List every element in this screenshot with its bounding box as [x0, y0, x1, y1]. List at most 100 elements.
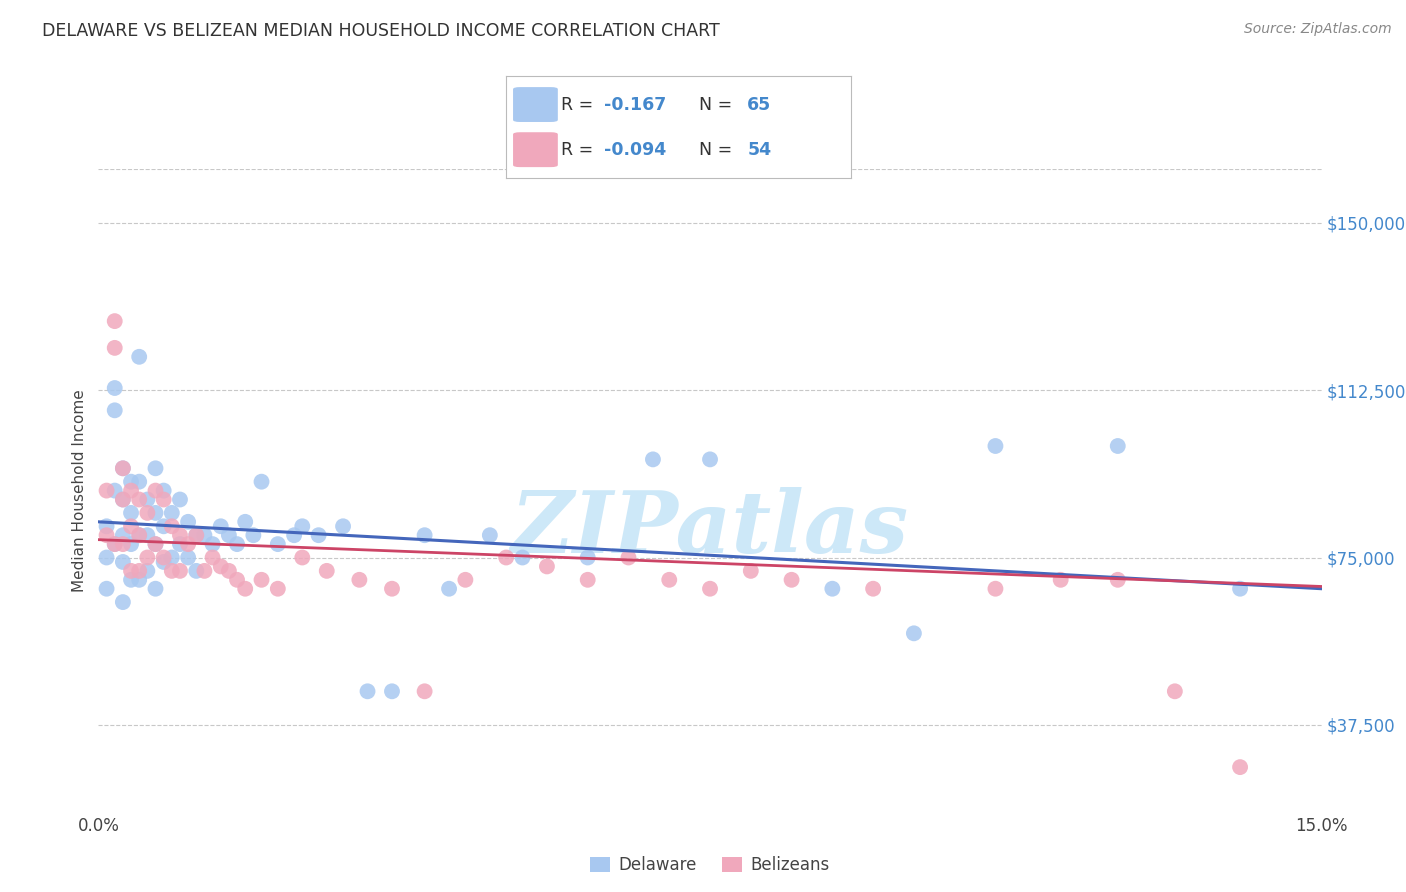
Point: [381, 582, 404, 596]
Point: [111, 461, 134, 475]
Text: R =: R =: [561, 95, 599, 113]
Point: [152, 483, 174, 498]
Point: [96, 519, 118, 533]
Point: [308, 528, 330, 542]
Point: [250, 573, 273, 587]
FancyBboxPatch shape: [513, 132, 558, 167]
Point: [218, 564, 240, 578]
Point: [903, 626, 925, 640]
Point: [160, 564, 183, 578]
Point: [226, 537, 249, 551]
Point: [315, 564, 337, 578]
Point: [160, 519, 183, 533]
Point: [128, 350, 150, 364]
Point: [177, 537, 200, 551]
Point: [356, 684, 378, 698]
Point: [104, 314, 127, 328]
Legend: Delaware, Belizeans: Delaware, Belizeans: [583, 849, 837, 880]
Text: 65: 65: [748, 95, 772, 113]
Point: [267, 537, 290, 551]
Point: [111, 461, 134, 475]
Point: [283, 528, 305, 542]
Point: [209, 519, 232, 533]
Point: [169, 564, 191, 578]
Point: [104, 537, 127, 551]
Point: [145, 506, 167, 520]
Text: N =: N =: [699, 141, 738, 159]
Point: [862, 582, 884, 596]
Point: [201, 550, 224, 565]
Point: [120, 506, 142, 520]
Point: [1049, 573, 1071, 587]
Point: [226, 573, 249, 587]
Point: [120, 573, 142, 587]
Point: [96, 582, 118, 596]
Point: [128, 573, 150, 587]
Point: [381, 684, 404, 698]
Point: [120, 519, 142, 533]
Point: [413, 528, 436, 542]
Point: [145, 537, 167, 551]
Point: [152, 492, 174, 507]
Point: [128, 492, 150, 507]
Point: [641, 452, 664, 467]
Point: [111, 528, 134, 542]
Point: [536, 559, 558, 574]
Point: [111, 595, 134, 609]
Point: [186, 528, 208, 542]
Point: [145, 483, 167, 498]
Point: [512, 550, 534, 565]
Point: [291, 519, 314, 533]
Point: [136, 506, 159, 520]
Point: [437, 582, 460, 596]
Point: [821, 582, 844, 596]
Point: [267, 582, 290, 596]
Point: [218, 528, 240, 542]
Point: [413, 684, 436, 698]
FancyBboxPatch shape: [513, 87, 558, 122]
Text: ZIPatlas: ZIPatlas: [510, 487, 910, 571]
Point: [1164, 684, 1187, 698]
Point: [152, 550, 174, 565]
Point: [169, 537, 191, 551]
Point: [201, 537, 224, 551]
Point: [233, 582, 256, 596]
Point: [104, 341, 127, 355]
Point: [186, 564, 208, 578]
Point: [177, 550, 200, 565]
Point: [145, 537, 167, 551]
Text: N =: N =: [699, 95, 738, 113]
Text: R =: R =: [561, 141, 599, 159]
Point: [120, 537, 142, 551]
Point: [160, 550, 183, 565]
Point: [576, 550, 599, 565]
Point: [193, 564, 215, 578]
Point: [104, 537, 127, 551]
Point: [111, 492, 134, 507]
Point: [152, 555, 174, 569]
Point: [1229, 582, 1251, 596]
Point: [111, 537, 134, 551]
Point: [193, 528, 215, 542]
Point: [984, 439, 1007, 453]
Text: 54: 54: [748, 141, 772, 159]
Point: [576, 573, 599, 587]
Point: [250, 475, 273, 489]
Point: [617, 550, 640, 565]
Point: [111, 492, 134, 507]
Y-axis label: Median Household Income: Median Household Income: [72, 389, 87, 592]
Point: [104, 403, 127, 417]
Text: Source: ZipAtlas.com: Source: ZipAtlas.com: [1244, 22, 1392, 37]
Point: [96, 483, 118, 498]
Point: [145, 461, 167, 475]
Point: [152, 519, 174, 533]
Point: [120, 483, 142, 498]
Point: [169, 492, 191, 507]
Point: [136, 528, 159, 542]
Point: [136, 564, 159, 578]
Point: [120, 475, 142, 489]
Point: [96, 550, 118, 565]
Point: [128, 475, 150, 489]
Point: [186, 528, 208, 542]
Point: [699, 452, 721, 467]
